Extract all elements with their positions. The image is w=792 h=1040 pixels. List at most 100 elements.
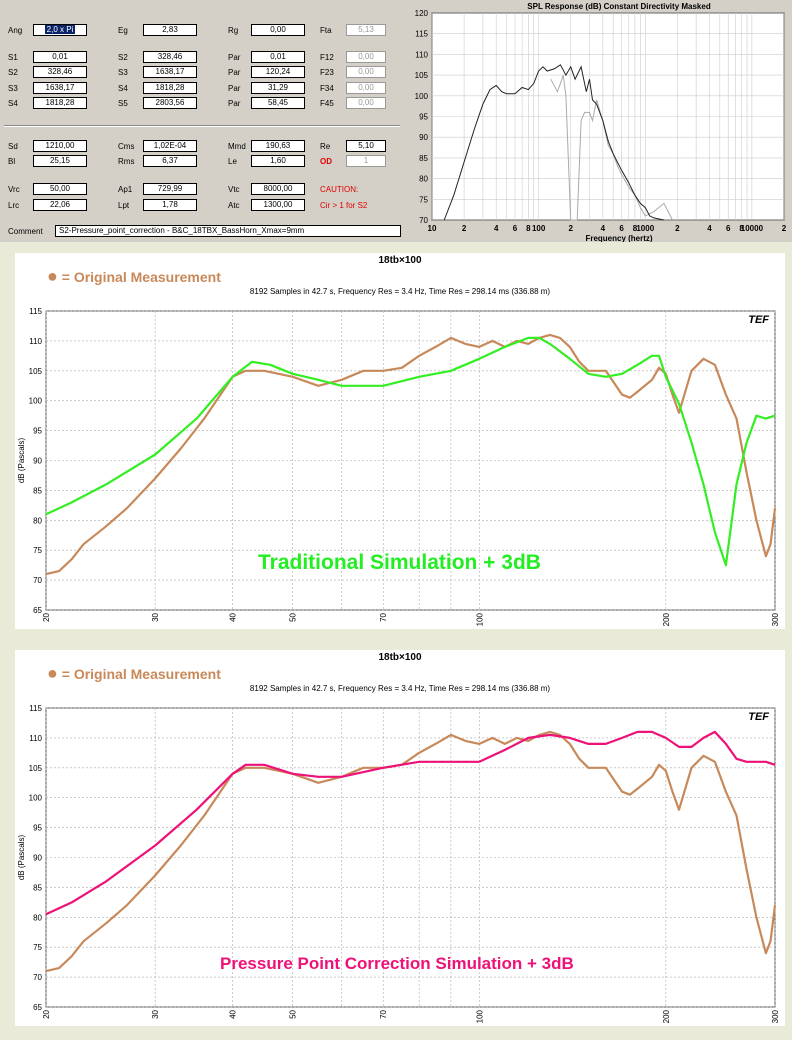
x-tick-label: 70 [379, 1009, 388, 1018]
y-tick-label: 90 [33, 457, 42, 466]
y-tick-label: 75 [419, 195, 428, 204]
x-tick-label: 4 [494, 224, 499, 233]
param-label: Eg [118, 26, 128, 35]
param-label: S5 [118, 99, 128, 108]
tef-logo: TEF [748, 711, 769, 723]
x-tick-label: 100 [475, 612, 484, 626]
y-tick-label: 95 [419, 113, 428, 122]
param-field[interactable]: 6,37 [143, 155, 197, 167]
param-field[interactable]: 0,00 [346, 66, 386, 78]
comment-field[interactable]: S2-Pressure_point_correction - B&C_18TBX… [55, 225, 401, 237]
x-tick-label: 2 [569, 224, 574, 233]
spl-x-axis-label: Frequency (hertz) [585, 234, 652, 242]
y-tick-label: 95 [33, 427, 42, 436]
y-tick-label: 85 [419, 154, 428, 163]
x-tick-label: 40 [229, 1009, 238, 1018]
param-label: S2 [118, 53, 128, 62]
param-field[interactable]: 0,00 [251, 24, 305, 36]
param-field[interactable]: 1818,28 [143, 82, 197, 94]
param-value: 2,0 x Pi [44, 25, 76, 34]
param-field[interactable]: 0,00 [346, 51, 386, 63]
param-field[interactable]: 5,13 [346, 24, 386, 36]
param-field[interactable]: 2,0 x Pi [33, 24, 87, 36]
param-field[interactable]: 0,01 [33, 51, 87, 63]
param-field[interactable]: 58,45 [251, 97, 305, 109]
param-label: F23 [320, 68, 334, 77]
chart-panel-traditional: 18tb×100 ● = Original Measurement 8192 S… [15, 253, 785, 629]
param-label: OD [320, 157, 332, 166]
x-tick-label: 100 [475, 1009, 484, 1023]
y-tick-label: 75 [33, 546, 42, 555]
param-field[interactable]: 1,02E-04 [143, 140, 197, 152]
legend-dot-icon: ● [47, 266, 58, 286]
y-tick-label: 105 [415, 71, 429, 80]
x-tick-label: 20 [42, 612, 51, 621]
param-field[interactable]: 328,46 [143, 51, 197, 63]
original-measurement-line [45, 333, 777, 576]
y-axis-label: dB (Pascals) [17, 437, 26, 483]
param-field[interactable]: 25,15 [33, 155, 87, 167]
param-field[interactable]: 50,00 [33, 183, 87, 195]
param-field[interactable]: 1638,17 [143, 66, 197, 78]
param-field[interactable]: 0,00 [346, 97, 386, 109]
y-tick-label: 90 [33, 854, 42, 863]
chart-title: 18tb×100 [378, 652, 422, 663]
param-label: F45 [320, 99, 334, 108]
y-tick-label: 70 [419, 216, 428, 225]
legend-label: = Original Measurement [61, 269, 221, 285]
x-tick-label: 20 [42, 1009, 51, 1018]
y-tick-label: 65 [33, 606, 42, 615]
param-label: S1 [8, 53, 18, 62]
param-field[interactable]: 1,60 [251, 155, 305, 167]
comment-label: Comment [8, 227, 43, 236]
x-tick-label: 8 [739, 224, 744, 233]
param-field[interactable]: 328,46 [33, 66, 87, 78]
param-field[interactable]: 190,63 [251, 140, 305, 152]
x-tick-label: 8 [633, 224, 638, 233]
param-label: Ang [8, 26, 23, 35]
param-field[interactable]: 5,10 [346, 140, 386, 152]
y-tick-label: 80 [419, 175, 428, 184]
x-tick-label: 2 [675, 224, 680, 233]
param-label: Par [228, 99, 241, 108]
x-tick-label: 2 [782, 224, 787, 233]
param-field[interactable]: 1,78 [143, 199, 197, 211]
param-field[interactable]: 2,83 [143, 24, 197, 36]
param-label: Atc [228, 201, 240, 210]
x-tick-label: 50 [289, 612, 298, 621]
param-field[interactable]: 1300,00 [251, 199, 305, 211]
param-field[interactable]: 31,29 [251, 82, 305, 94]
chart-title: 18tb×100 [378, 255, 422, 266]
x-tick-label: 100 [532, 224, 546, 233]
param-field[interactable]: 22,06 [33, 199, 87, 211]
param-label: Par [228, 68, 241, 77]
param-field[interactable]: 1210,00 [33, 140, 87, 152]
spl-response-chart: SPL Response (dB) Constant Directivity M… [415, 2, 787, 242]
y-tick-label: 90 [419, 133, 428, 142]
param-field[interactable]: 0,00 [346, 82, 386, 94]
x-tick-label: 10000 [741, 224, 764, 233]
param-label: Par [228, 84, 241, 93]
y-tick-label: 100 [29, 397, 43, 406]
chart-panel-pressure: 18tb×100 ● = Original Measurement 8192 S… [15, 650, 785, 1026]
param-field[interactable]: 8000,00 [251, 183, 305, 195]
x-tick-label: 200 [662, 612, 671, 626]
param-field[interactable]: 120,24 [251, 66, 305, 78]
param-field[interactable]: 729,99 [143, 183, 197, 195]
param-field[interactable]: 1818,28 [33, 97, 87, 109]
y-tick-label: 115 [29, 704, 42, 713]
param-field[interactable]: 1 [346, 155, 386, 167]
param-label: Rg [228, 26, 239, 35]
param-label: S2 [8, 68, 18, 77]
param-label: Par [228, 53, 241, 62]
legend-label: = Original Measurement [61, 666, 221, 682]
annotation-traditional: Traditional Simulation + 3dB [258, 551, 541, 574]
param-label: S3 [8, 84, 18, 93]
param-field[interactable]: 1638,17 [33, 82, 87, 94]
y-axis-label: dB (Pascals) [17, 834, 26, 880]
x-tick-label: 50 [289, 1009, 298, 1018]
param-field[interactable]: 2803,56 [143, 97, 197, 109]
param-field[interactable]: 0,01 [251, 51, 305, 63]
series-line [443, 64, 665, 221]
annotation-pressure: Pressure Point Correction Simulation + 3… [220, 954, 574, 973]
